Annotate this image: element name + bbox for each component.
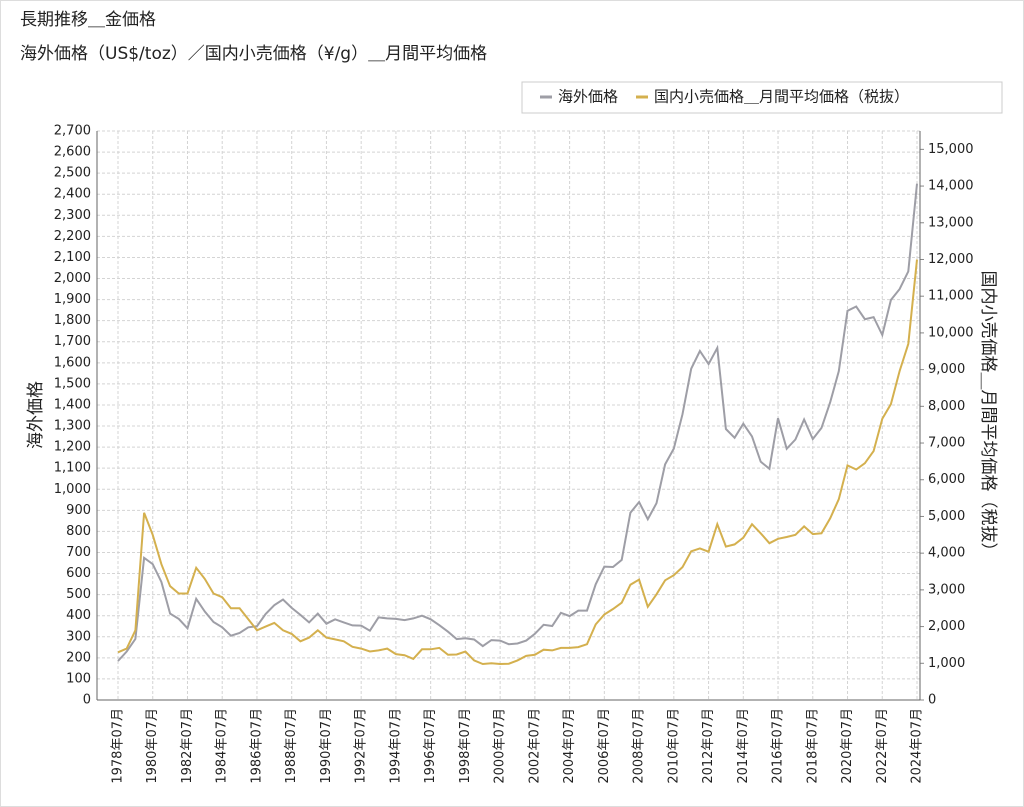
- y2-axis-label: 国内小売価格＿月間平均価格（税抜）: [978, 271, 998, 560]
- y-tick-label: 900: [66, 503, 91, 518]
- y-tick-label: 2,500: [54, 166, 91, 181]
- y2-tick-label: 1,000: [928, 656, 965, 671]
- y2-tick-label: 10,000: [928, 325, 974, 340]
- series-line: [117, 183, 918, 662]
- y2-tick-label: 13,000: [928, 215, 974, 230]
- y-tick-label: 1,400: [54, 397, 91, 412]
- y-tick-label: 700: [66, 545, 91, 560]
- y-tick-label: 1,800: [54, 313, 91, 328]
- x-tick-label: 1998年07月: [458, 708, 473, 784]
- y-tick-label: 2,100: [54, 250, 91, 265]
- x-tick-label: 1986年07月: [249, 708, 264, 784]
- x-tick-label: 1994年07月: [388, 708, 403, 784]
- y-tick-label: 600: [66, 566, 91, 581]
- y-tick-label: 2,700: [54, 124, 91, 139]
- series-line: [117, 259, 918, 666]
- y-tick-label: 500: [66, 587, 91, 602]
- legend-label: 国内小売価格＿月間平均価格（税抜）: [654, 88, 909, 106]
- x-tick-label: 2008年07月: [632, 708, 647, 784]
- y-tick-label: 2,400: [54, 187, 91, 202]
- y2-tick-label: 12,000: [928, 252, 974, 267]
- y2-tick-label: 2,000: [928, 619, 965, 634]
- x-tick-label: 1996年07月: [423, 708, 438, 784]
- y2-tick-label: 0: [928, 693, 936, 708]
- y-tick-label: 1,000: [54, 482, 91, 497]
- y2-tick-label: 3,000: [928, 582, 965, 597]
- x-tick-label: 2010年07月: [666, 708, 681, 784]
- y-tick-label: 100: [66, 671, 91, 686]
- y2-tick-label: 7,000: [928, 436, 965, 451]
- y-tick-label: 1,900: [54, 292, 91, 307]
- y-tick-label: 1,100: [54, 461, 91, 476]
- x-tick-label: 1978年07月: [111, 708, 126, 784]
- x-tick-label: 1988年07月: [284, 708, 299, 784]
- chart-title: 長期推移＿金価格: [20, 10, 156, 30]
- y-tick-label: 800: [66, 524, 91, 539]
- x-tick-label: 2022年07月: [875, 708, 890, 784]
- y2-tick-label: 4,000: [928, 546, 965, 561]
- y-axis-label: 海外価格: [26, 381, 46, 449]
- x-tick-label: 2004年07月: [562, 708, 577, 784]
- y-tick-label: 400: [66, 608, 91, 623]
- legend: [521, 81, 1003, 114]
- chart-subtitle: 海外価格（US$/toz）／国内小売価格（¥/g）＿月間平均価格: [20, 44, 487, 64]
- x-tick-label: 2020年07月: [840, 708, 855, 784]
- y-tick-label: 1,500: [54, 376, 91, 391]
- y2-tick-label: 15,000: [928, 142, 974, 157]
- x-tick-label: 2018年07月: [805, 708, 820, 784]
- x-tick-label: 1990年07月: [319, 708, 334, 784]
- y2-tick-label: 14,000: [928, 179, 974, 194]
- x-tick-label: 1980年07月: [145, 708, 160, 784]
- y2-tick-label: 5,000: [928, 509, 965, 524]
- y-tick-label: 200: [66, 650, 91, 665]
- legend-label: 海外価格: [558, 88, 618, 106]
- x-tick-label: 1984年07月: [215, 708, 230, 784]
- y2-tick-label: 6,000: [928, 472, 965, 487]
- y-tick-label: 1,600: [54, 355, 91, 370]
- x-tick-label: 2016年07月: [771, 708, 786, 784]
- y2-tick-label: 11,000: [928, 289, 974, 304]
- x-tick-label: 2024年07月: [910, 708, 925, 784]
- y-tick-label: 300: [66, 629, 91, 644]
- y2-tick-label: 9,000: [928, 362, 965, 377]
- x-tick-label: 2014年07月: [736, 708, 751, 784]
- y-tick-label: 2,200: [54, 229, 91, 244]
- x-tick-label: 2012年07月: [701, 708, 716, 784]
- x-tick-label: 2000年07月: [493, 708, 508, 784]
- y-tick-label: 1,200: [54, 440, 91, 455]
- x-tick-label: 1982年07月: [180, 708, 195, 784]
- y2-tick-label: 8,000: [928, 399, 965, 414]
- x-tick-label: 2002年07月: [527, 708, 542, 784]
- x-tick-label: 1992年07月: [354, 708, 369, 784]
- y-tick-label: 1,700: [54, 334, 91, 349]
- y-tick-label: 0: [83, 693, 91, 708]
- y-tick-label: 2,600: [54, 145, 91, 160]
- y-tick-label: 1,300: [54, 419, 91, 434]
- y-tick-label: 2,000: [54, 271, 91, 286]
- y-tick-label: 2,300: [54, 208, 91, 223]
- x-tick-label: 2006年07月: [597, 708, 612, 784]
